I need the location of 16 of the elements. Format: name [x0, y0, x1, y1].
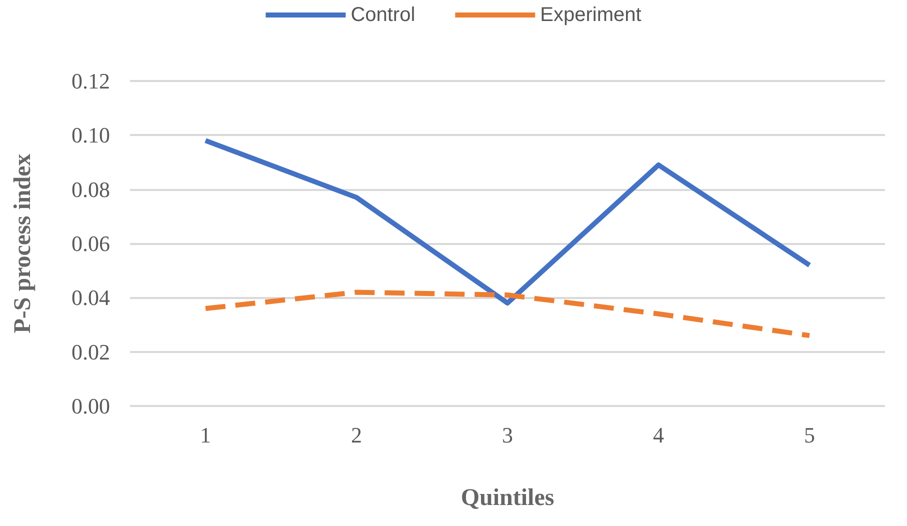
x-tick-label: 2: [351, 422, 362, 448]
y-tick-label: 0.06: [72, 231, 110, 256]
x-tick-label: 1: [200, 422, 211, 448]
y-tick-label: 0.12: [72, 68, 110, 94]
y-axis-title: P-S process index: [10, 154, 36, 334]
x-tick-label: 4: [653, 422, 664, 448]
y-tick-label: 0.04: [72, 285, 110, 310]
x-tick-label: 3: [502, 422, 513, 448]
x-axis-title: Quintiles: [460, 485, 554, 511]
y-tick-label: 0.00: [72, 394, 110, 418]
legend-label: Experiment: [540, 4, 642, 26]
y-tick-label: 0.02: [72, 339, 110, 364]
y-tick-label: 0.08: [72, 176, 110, 202]
x-tick-label: 5: [804, 422, 815, 448]
y-tick-label: 0.10: [72, 122, 110, 148]
legend-label: Control: [350, 4, 416, 26]
